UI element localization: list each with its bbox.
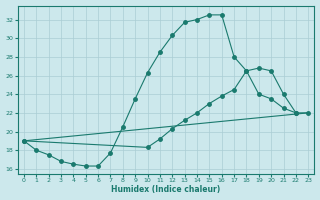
X-axis label: Humidex (Indice chaleur): Humidex (Indice chaleur) bbox=[111, 185, 221, 194]
